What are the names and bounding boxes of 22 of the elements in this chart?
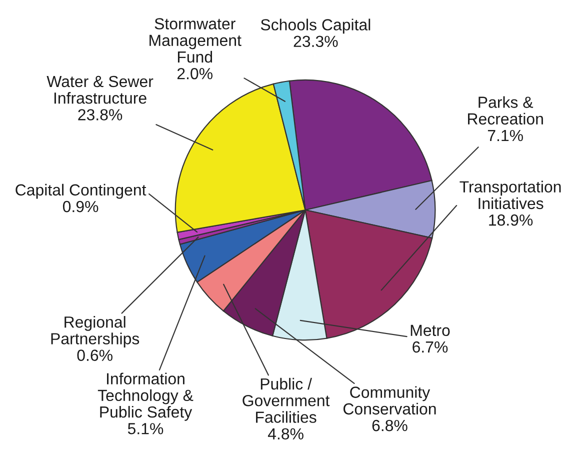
slice-label: Water & Sewer Infrastructure bbox=[46, 76, 154, 104]
data-label: 4.8% bbox=[268, 428, 304, 440]
data-label: 0.6% bbox=[77, 350, 112, 361]
data-label: 7.1% bbox=[488, 130, 523, 142]
slice-label: Metro bbox=[410, 324, 450, 336]
data-label: 18.9% bbox=[489, 214, 533, 226]
slice-label: Public / Government Facilities bbox=[242, 378, 330, 423]
data-label: 6.7% bbox=[412, 341, 448, 353]
slice-label: Stormwater Management Fund bbox=[150, 18, 242, 63]
slice-label: Capital Contingent bbox=[16, 184, 146, 199]
slice-label: Information Technology & Public Safety bbox=[98, 372, 194, 421]
slice-label: Transportation Initiatives bbox=[460, 180, 561, 210]
data-label: 23.8% bbox=[78, 109, 122, 120]
slice-label: Community Conservation bbox=[343, 386, 436, 415]
slice-label: Parks & Recreation bbox=[468, 96, 543, 125]
data-label: 23.3% bbox=[294, 36, 338, 48]
data-label: 6.8% bbox=[372, 420, 408, 432]
data-label: 2.0% bbox=[177, 68, 212, 80]
slice-label: Schools Capital bbox=[260, 18, 370, 34]
slice-label: Regional Partnerships bbox=[51, 316, 140, 348]
data-label: 5.1% bbox=[128, 423, 164, 434]
data-label: 0.9% bbox=[62, 200, 98, 212]
